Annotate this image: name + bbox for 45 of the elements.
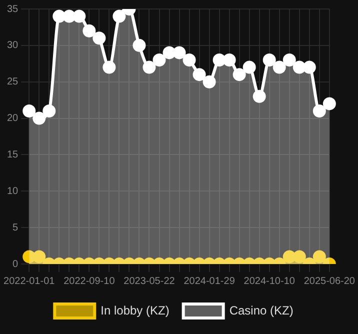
point — [172, 46, 186, 60]
point — [252, 90, 266, 103]
point — [192, 68, 206, 82]
point — [202, 75, 216, 88]
point — [142, 60, 156, 74]
point — [102, 60, 116, 74]
point — [92, 32, 106, 45]
point — [222, 54, 236, 66]
y-tick-label: 30 — [7, 40, 19, 52]
point — [32, 112, 46, 125]
x-tick-label: 2022-09-10 — [64, 276, 116, 287]
x-tick-label: 2024-01-29 — [184, 276, 236, 287]
point — [82, 24, 96, 38]
point — [42, 104, 56, 118]
legend-label: Casino (KZ) — [229, 303, 294, 318]
point — [52, 10, 66, 23]
point — [292, 60, 306, 74]
point — [232, 68, 246, 82]
point — [302, 60, 316, 74]
point — [312, 104, 326, 118]
point — [212, 54, 226, 66]
point — [112, 10, 126, 23]
point — [322, 97, 336, 110]
point — [242, 60, 256, 74]
point — [272, 60, 286, 74]
y-tick-label: 0 — [12, 258, 19, 270]
y-tick-label: 35 — [7, 4, 19, 15]
y-tick-label: 15 — [7, 149, 19, 160]
point — [62, 10, 76, 23]
point — [282, 54, 296, 66]
point — [132, 38, 146, 52]
point — [182, 54, 196, 66]
legend-label: In lobby (KZ) — [100, 303, 170, 318]
y-tick-label: 5 — [12, 222, 19, 234]
y-tick-label: 20 — [7, 113, 19, 124]
x-tick-label: 2024-10-10 — [244, 276, 296, 287]
point — [152, 54, 166, 66]
x-tick-label: 2025-06-20 — [304, 276, 356, 287]
point — [262, 54, 276, 66]
y-tick-label: 25 — [7, 76, 19, 88]
point — [162, 46, 176, 60]
point — [72, 10, 86, 23]
y-tick-label: 10 — [7, 186, 19, 197]
x-tick-label: 2023-05-22 — [124, 276, 176, 287]
x-tick-label: 2022-01-01 — [4, 276, 56, 287]
